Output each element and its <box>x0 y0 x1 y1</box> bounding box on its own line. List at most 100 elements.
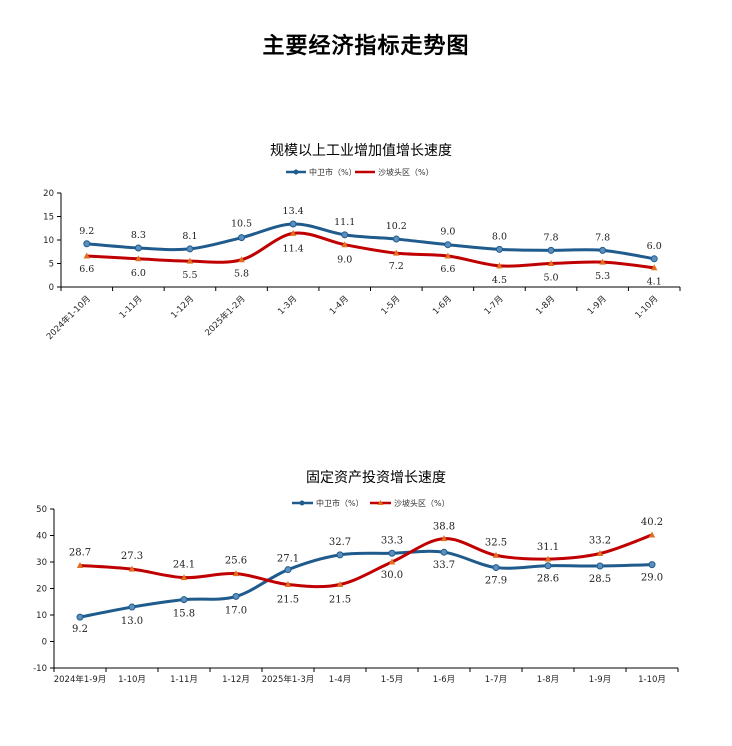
y-tick-label: -10 <box>33 664 47 674</box>
series-line-zhongwei <box>78 549 654 619</box>
y-tick-label: 5 <box>49 260 54 270</box>
x-tick-label: 1-10月 <box>638 675 666 685</box>
data-label-shapotou: 28.7 <box>69 547 91 558</box>
data-label-zhongwei: 9.2 <box>72 624 88 635</box>
chart2-axes: -10 0 10 20 30 40 50 2024年1-9月 1-10月 1-11月 1-12月 20… <box>33 505 679 685</box>
y-tick-label: 50 <box>36 505 47 515</box>
point-zhongwei <box>232 592 240 600</box>
point-zhongwei <box>289 220 297 228</box>
x-tick-label: 1-6月 <box>433 675 455 685</box>
chart2-legend-marker-shapotou <box>377 500 384 505</box>
point-shapotou <box>440 535 448 542</box>
point-zhongwei <box>83 240 91 248</box>
point-zhongwei <box>440 548 448 556</box>
industrial-growth-chart: 规模以上工业增加值增长速度 中卫市（%） 沙坡头区（%） 05101520202… <box>43 143 681 342</box>
y-tick-label: 0 <box>42 638 47 648</box>
chart1-title: 规模以上工业增加值增长速度 <box>270 143 452 159</box>
point-zhongwei <box>128 603 136 611</box>
data-label-shapotou: 27.3 <box>121 551 143 562</box>
point-zhongwei <box>238 234 246 242</box>
point-zhongwei <box>341 231 349 239</box>
data-label-shapotou: 5.8 <box>234 269 249 280</box>
point-shapotou <box>336 581 344 588</box>
point-zhongwei <box>648 561 656 569</box>
data-label-shapotou: 25.6 <box>225 556 247 567</box>
point-zhongwei <box>444 241 452 249</box>
chart1-series <box>83 220 658 271</box>
chart1-legend-marker-zhongwei <box>293 169 299 175</box>
point-zhongwei <box>284 566 292 574</box>
data-label-zhongwei: 7.8 <box>543 232 558 243</box>
data-label-zhongwei: 8.1 <box>182 231 197 242</box>
point-shapotou <box>648 531 656 538</box>
point-shapotou <box>284 581 292 588</box>
x-tick-label: 1-10月 <box>118 675 146 685</box>
point-shapotou <box>289 229 297 236</box>
chart2-title: 固定资产投资增长速度 <box>306 470 446 486</box>
data-label-shapotou: 32.5 <box>485 537 507 548</box>
data-label-zhongwei: 10.2 <box>386 221 407 232</box>
chart2-series <box>76 531 656 621</box>
data-label-zhongwei: 17.0 <box>225 605 247 616</box>
data-label-zhongwei: 27.9 <box>485 576 507 587</box>
data-label-shapotou: 31.1 <box>537 542 559 553</box>
data-label-zhongwei: 32.7 <box>329 537 351 548</box>
data-label-shapotou: 5.3 <box>595 271 610 282</box>
point-shapotou <box>83 252 90 259</box>
point-shapotou <box>393 249 400 256</box>
data-label-shapotou: 6.6 <box>79 264 94 275</box>
data-label-shapotou: 7.2 <box>389 261 404 272</box>
data-label-zhongwei: 28.5 <box>589 574 611 585</box>
point-shapotou <box>544 555 552 562</box>
point-zhongwei <box>650 255 658 263</box>
point-zhongwei <box>186 245 194 253</box>
y-tick-label: 15 <box>43 213 54 223</box>
chart2-data-labels: 9.2 13.0 15.8 17.0 27.1 32.7 33.3 33.7 27.9 28.6 2… <box>69 517 663 635</box>
data-label-zhongwei: 15.8 <box>173 609 195 620</box>
data-label-shapotou: 38.8 <box>433 522 455 533</box>
data-label-zhongwei: 27.1 <box>277 554 299 565</box>
y-tick-label: 30 <box>36 558 47 568</box>
y-tick-label: 10 <box>43 236 54 246</box>
x-tick-label: 1-9月 <box>589 675 611 685</box>
point-shapotou <box>238 256 245 263</box>
x-tick-label: 1-11月 <box>170 675 198 685</box>
data-label-zhongwei: 13.0 <box>121 616 143 627</box>
data-label-zhongwei: 8.3 <box>131 230 146 241</box>
point-zhongwei <box>547 246 555 254</box>
x-tick-label: 1-12月 <box>222 675 250 685</box>
series-line-zhongwei <box>85 222 656 261</box>
point-zhongwei <box>336 551 344 559</box>
y-tick-label: 20 <box>36 585 47 595</box>
point-zhongwei <box>544 562 552 570</box>
point-zhongwei <box>596 562 604 570</box>
x-tick-label: 2024年1-9月 <box>54 674 107 685</box>
data-label-shapotou: 33.2 <box>589 536 611 547</box>
data-label-shapotou: 21.5 <box>277 595 299 606</box>
point-shapotou <box>232 570 240 577</box>
data-label-shapotou: 30.0 <box>381 570 403 581</box>
data-label-shapotou: 11.4 <box>283 243 304 254</box>
y-tick-label: 10 <box>36 611 47 621</box>
data-label-zhongwei: 11.1 <box>334 217 355 228</box>
chart2-legend-label-shapotou: 沙坡头区（%） <box>394 498 450 508</box>
data-label-shapotou: 6.6 <box>440 264 455 275</box>
data-label-shapotou: 40.2 <box>641 517 663 528</box>
chart2-legend-marker-zhongwei <box>299 500 305 506</box>
series-line-shapotou <box>85 231 656 270</box>
data-label-shapotou: 5.5 <box>182 270 197 281</box>
x-tick-label: 1-5月 <box>381 675 403 685</box>
point-zhongwei <box>134 244 142 252</box>
data-label-shapotou: 6.0 <box>131 268 146 279</box>
x-tick-label: 2025年1-3月 <box>262 674 315 685</box>
point-zhongwei <box>180 596 188 604</box>
chart1-legend-label-shapotou: 沙坡头区（%） <box>378 167 434 177</box>
chart1-legend: 中卫市（%） 沙坡头区（%） <box>286 167 434 177</box>
data-label-shapotou: 5.0 <box>543 273 558 284</box>
point-zhongwei <box>388 549 396 557</box>
x-tick-label: 1-7月 <box>485 675 507 685</box>
point-zhongwei <box>392 235 400 243</box>
y-tick-label: 20 <box>43 189 54 199</box>
data-label-zhongwei: 13.4 <box>283 206 304 217</box>
data-label-zhongwei: 33.7 <box>433 560 455 571</box>
